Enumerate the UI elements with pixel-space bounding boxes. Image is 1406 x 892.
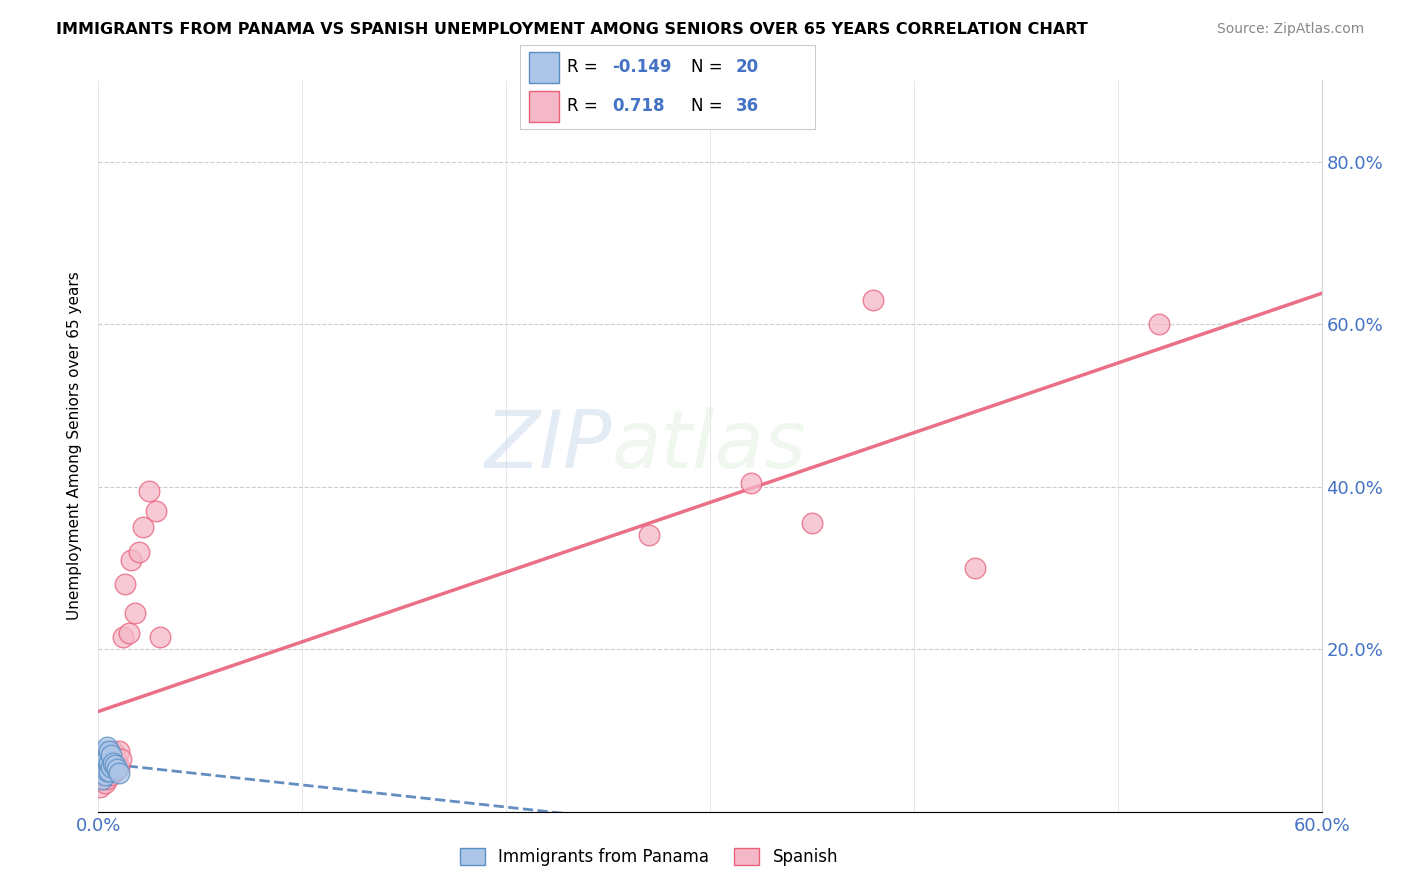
Point xyxy=(138,483,160,498)
Point xyxy=(101,744,124,758)
Point xyxy=(101,760,124,774)
Text: 0.718: 0.718 xyxy=(612,97,664,115)
Point xyxy=(104,757,127,772)
Bar xyxy=(529,91,558,121)
Point xyxy=(93,760,115,774)
Text: 20: 20 xyxy=(735,59,759,77)
Point xyxy=(89,756,111,770)
Point xyxy=(97,756,120,770)
Point xyxy=(118,626,141,640)
Point xyxy=(91,772,114,787)
Text: N =: N = xyxy=(692,97,728,115)
Text: -0.149: -0.149 xyxy=(612,59,671,77)
Point xyxy=(91,760,114,774)
Text: IMMIGRANTS FROM PANAMA VS SPANISH UNEMPLOYMENT AMONG SENIORS OVER 65 YEARS CORRE: IMMIGRANTS FROM PANAMA VS SPANISH UNEMPL… xyxy=(56,22,1088,37)
Text: ZIP: ZIP xyxy=(485,407,612,485)
Point xyxy=(132,520,155,534)
Point xyxy=(114,577,136,591)
Legend: Immigrants from Panama, Spanish: Immigrants from Panama, Spanish xyxy=(453,841,845,873)
Point xyxy=(965,561,987,575)
Point xyxy=(96,752,118,766)
Point xyxy=(97,744,120,758)
Point xyxy=(89,764,111,778)
Point xyxy=(97,764,120,778)
Point xyxy=(110,752,132,766)
Bar xyxy=(529,53,558,83)
Point xyxy=(100,768,122,782)
Point xyxy=(101,756,124,770)
Point xyxy=(801,516,824,531)
Point xyxy=(93,776,115,790)
Text: R =: R = xyxy=(568,97,603,115)
Point xyxy=(91,747,114,762)
Point xyxy=(93,744,115,758)
Text: 36: 36 xyxy=(735,97,759,115)
Point xyxy=(637,528,661,542)
Point xyxy=(128,544,150,558)
Point xyxy=(120,553,142,567)
Point xyxy=(93,768,115,782)
Point xyxy=(97,764,120,778)
Point xyxy=(104,764,127,778)
Text: atlas: atlas xyxy=(612,407,807,485)
Point xyxy=(111,630,134,644)
Point xyxy=(89,764,111,778)
Point xyxy=(96,739,118,754)
Point xyxy=(104,747,127,762)
Point xyxy=(91,772,114,787)
Point xyxy=(97,747,120,762)
Point xyxy=(100,747,122,762)
Point xyxy=(100,756,122,770)
Text: Source: ZipAtlas.com: Source: ZipAtlas.com xyxy=(1216,22,1364,37)
Point xyxy=(1147,317,1170,331)
Text: N =: N = xyxy=(692,59,728,77)
Point xyxy=(96,764,118,778)
Text: R =: R = xyxy=(568,59,603,77)
Point xyxy=(96,772,118,787)
Point xyxy=(91,756,114,770)
Point xyxy=(740,475,762,490)
Point xyxy=(145,504,167,518)
Point xyxy=(93,756,115,770)
Point xyxy=(108,744,131,758)
Point xyxy=(96,752,118,766)
Point xyxy=(100,760,122,774)
Point xyxy=(105,763,128,777)
Point xyxy=(149,630,172,644)
Y-axis label: Unemployment Among Seniors over 65 years: Unemployment Among Seniors over 65 years xyxy=(67,272,83,620)
Point xyxy=(108,765,131,780)
Point xyxy=(862,293,884,307)
Point xyxy=(108,760,131,774)
Point xyxy=(105,756,128,770)
Point xyxy=(89,780,111,795)
Point xyxy=(124,606,146,620)
